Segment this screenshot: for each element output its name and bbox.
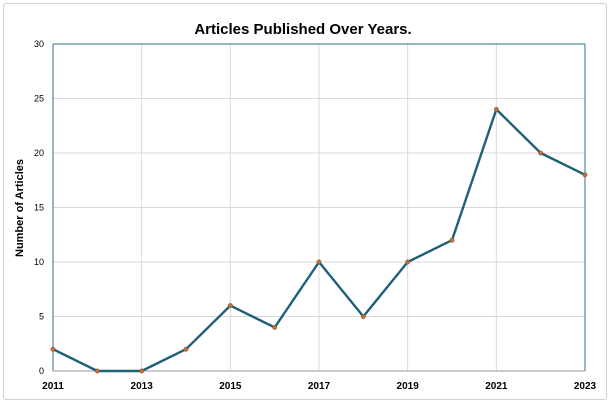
x-tick-labels: 2011 2013 2015 2017 2019 2021 2023 (42, 381, 596, 392)
x-tick-label: 2021 (485, 381, 508, 392)
data-point (538, 150, 544, 156)
data-point (316, 259, 322, 265)
data-point (272, 324, 278, 330)
x-tick-label: 2015 (219, 381, 242, 392)
data-point (405, 259, 411, 265)
grid-lines (53, 44, 585, 371)
y-tick-label: 10 (34, 257, 44, 267)
y-tick-label: 20 (34, 148, 44, 158)
chart-title: Articles Published Over Years. (194, 21, 411, 38)
data-point (227, 303, 233, 309)
x-tick-label: 2013 (131, 381, 154, 392)
data-point (449, 237, 455, 243)
y-tick-labels: 0 5 10 15 20 25 30 (34, 39, 44, 376)
y-tick-label: 30 (34, 39, 44, 49)
data-point (50, 346, 56, 352)
y-tick-label: 5 (39, 312, 44, 322)
series-layer (50, 106, 588, 374)
data-point (94, 368, 100, 374)
x-tick-label: 2017 (308, 381, 331, 392)
chart-frame (3, 3, 607, 400)
y-tick-label: 15 (34, 203, 44, 213)
y-axis-label: Number of Articles (14, 159, 26, 257)
y-tick-label: 0 (39, 366, 44, 376)
data-point (493, 106, 499, 112)
data-point (360, 314, 366, 319)
data-point (139, 368, 145, 374)
x-tick-label: 2023 (574, 381, 597, 392)
data-point (582, 172, 588, 178)
y-tick-label: 25 (34, 94, 44, 104)
data-point (183, 346, 189, 352)
x-tick-label: 2019 (397, 381, 420, 392)
x-tick-label: 2011 (42, 381, 64, 392)
